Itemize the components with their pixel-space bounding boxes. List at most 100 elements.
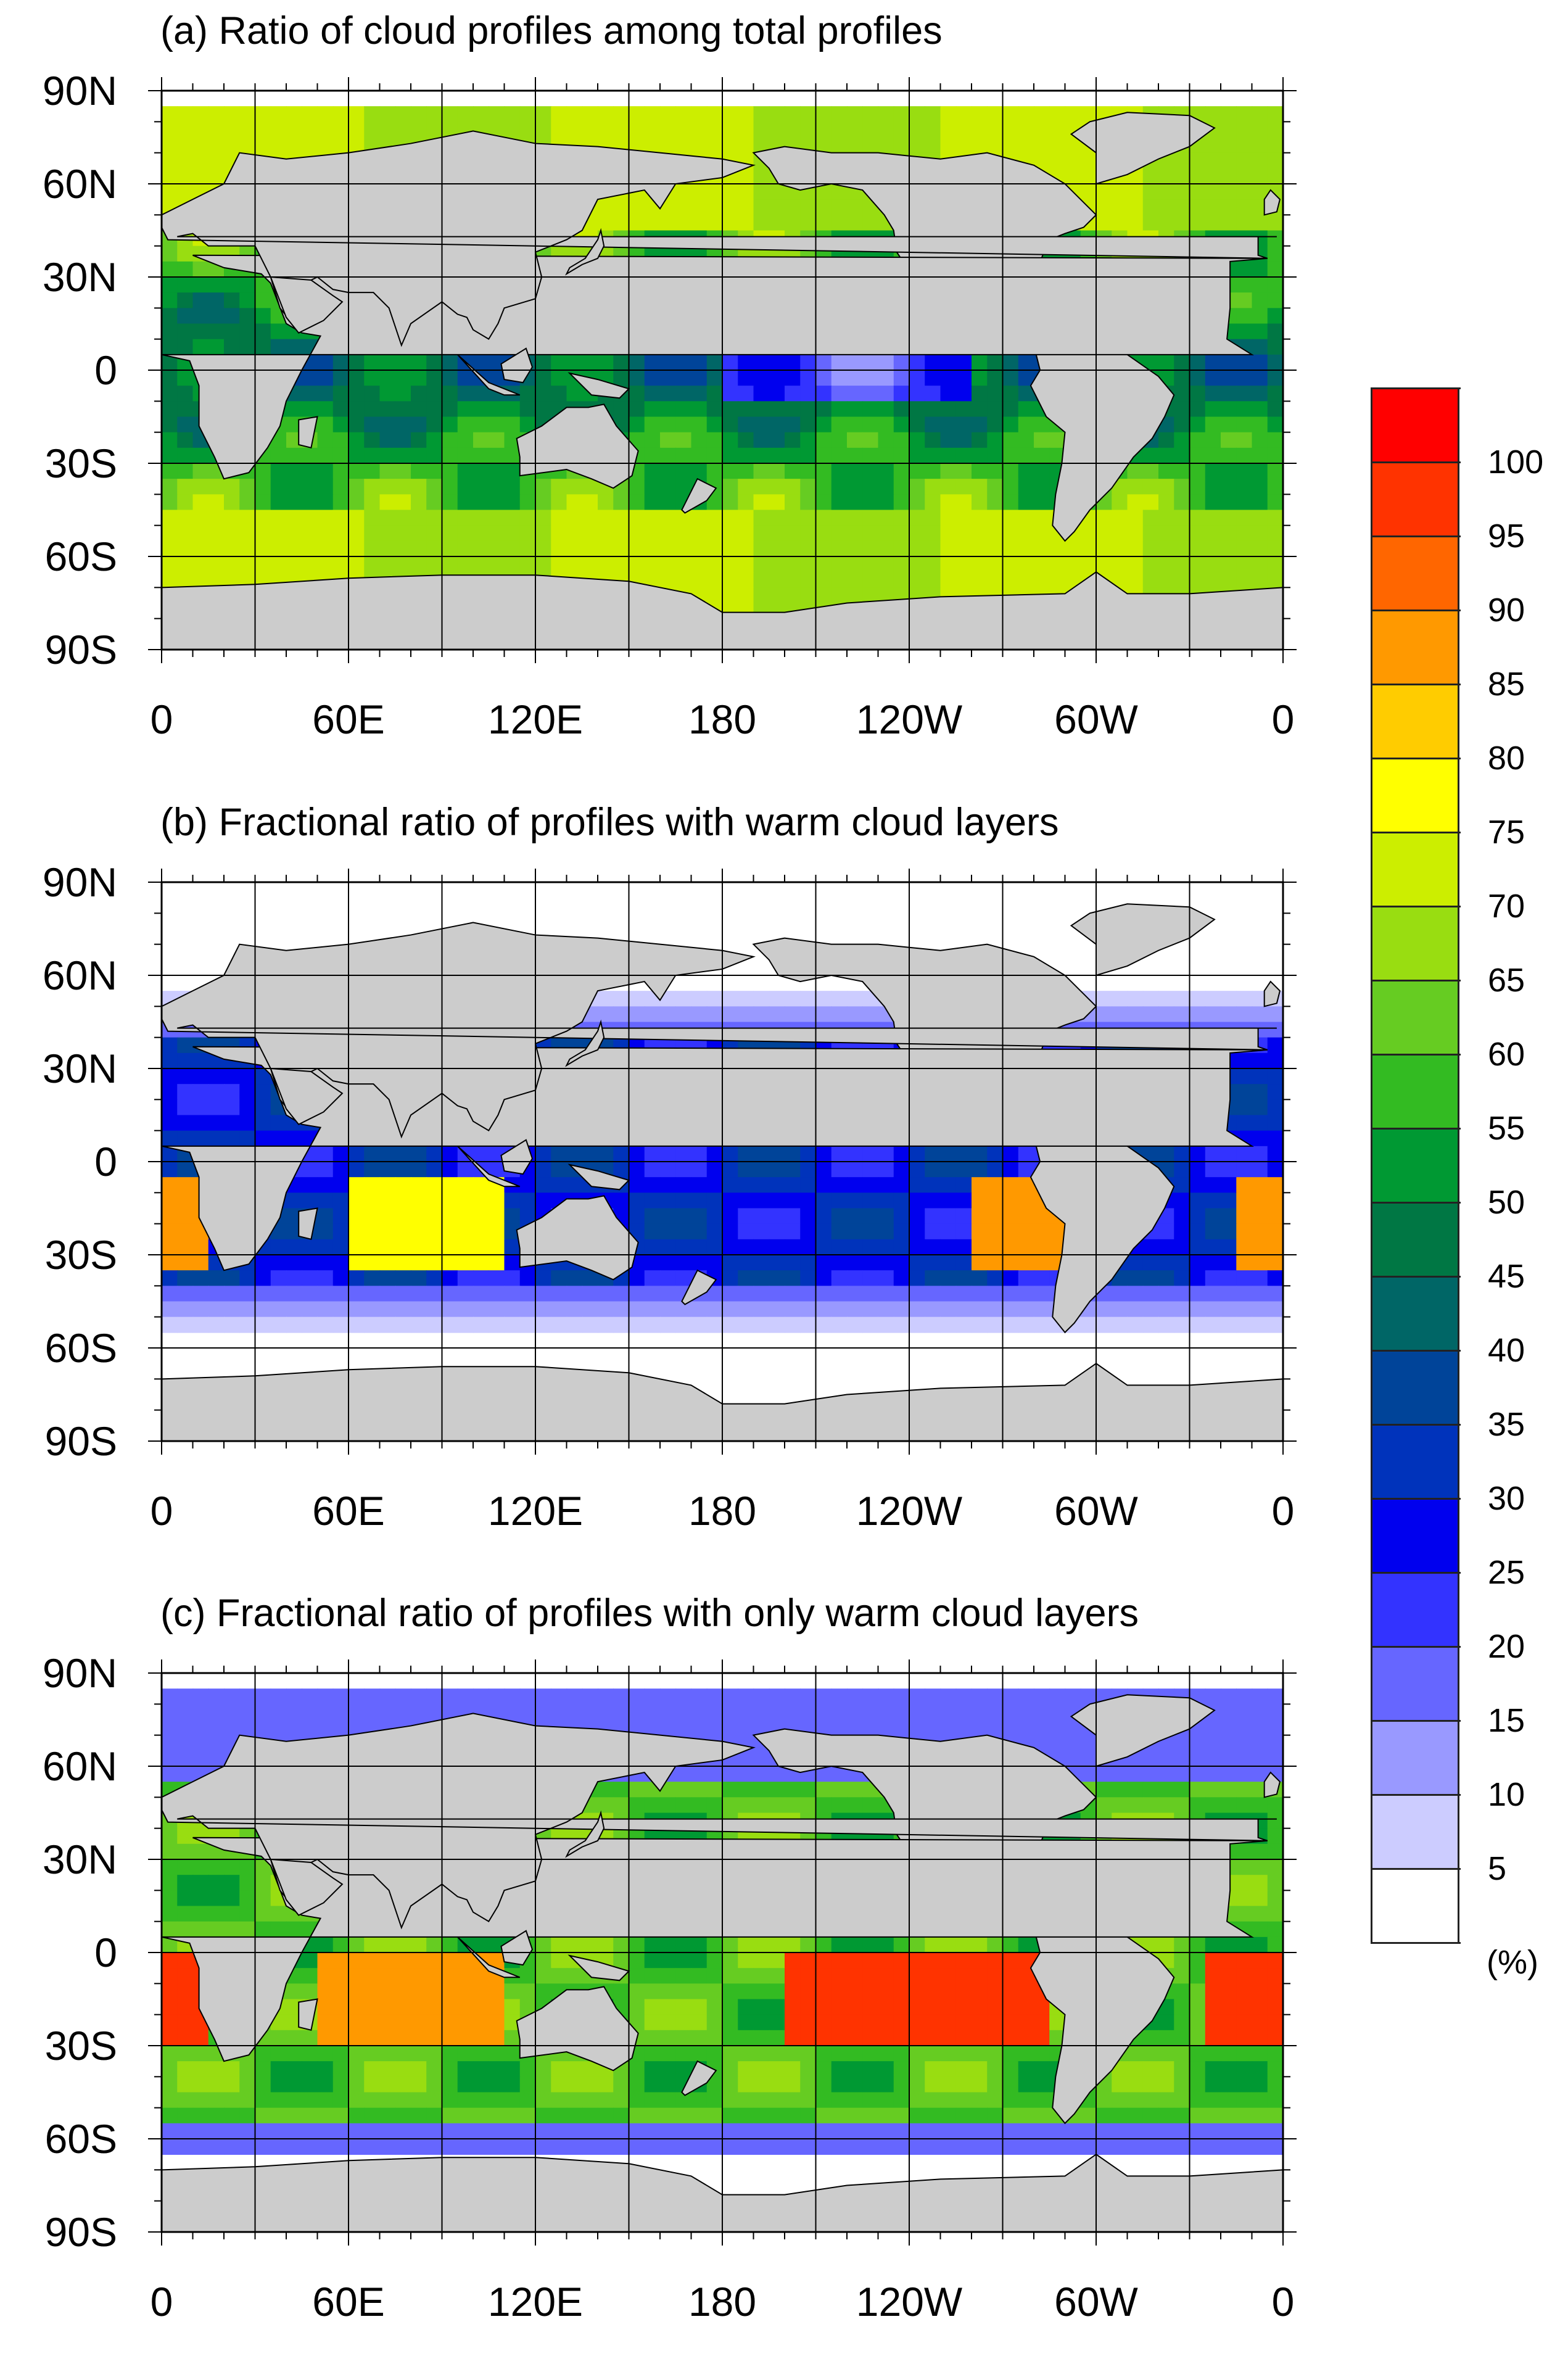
data-cell: [380, 355, 396, 371]
data-cell: [831, 1286, 848, 1302]
data-cell: [862, 494, 878, 510]
data-cell: [1174, 991, 1190, 1007]
data-cell: [551, 510, 567, 526]
data-cell: [1003, 1255, 1019, 1271]
data-cell: [1221, 1255, 1237, 1271]
data-cell: [271, 1302, 287, 1318]
data-cell: [255, 339, 271, 355]
data-cell: [1158, 1766, 1174, 1782]
data-cell: [364, 1302, 380, 1318]
data-cell: [239, 1099, 255, 1115]
data-cell: [489, 1688, 505, 1705]
data-cell: [286, 1192, 302, 1209]
data-cell: [1143, 168, 1159, 184]
data-cell: [878, 432, 894, 448]
data-cell: [177, 339, 193, 355]
data-cell: [1174, 1192, 1190, 1209]
data-cell: [816, 526, 832, 542]
data-cell: [987, 556, 1003, 572]
data-cell: [645, 417, 661, 433]
data-cell: [239, 1317, 255, 1333]
data-cell: [1221, 526, 1237, 542]
data-cell: [691, 432, 708, 448]
data-cell: [349, 1162, 365, 1178]
data-cell: [1221, 122, 1237, 138]
data-cell: [707, 1766, 723, 1782]
data-cell: [847, 370, 863, 386]
data-cell: [1034, 1224, 1050, 1240]
data-cell: [1268, 153, 1284, 169]
data-cell: [722, 138, 738, 154]
data-cell: [925, 122, 941, 138]
data-cell: [271, 1115, 287, 1131]
data-cell: [1205, 448, 1221, 464]
data-cell: [349, 432, 365, 448]
data-cell: [629, 122, 645, 138]
data-cell: [987, 463, 1003, 479]
data-cell: [738, 556, 754, 572]
data-cell: [754, 168, 770, 184]
data-cell: [1003, 401, 1019, 417]
data-cell: [364, 417, 380, 433]
data-cell: [769, 1782, 785, 1798]
data-cell: [1252, 1162, 1268, 1178]
data-cell: [722, 355, 738, 371]
data-cell: [660, 215, 676, 231]
data-cell: [224, 1720, 240, 1736]
data-cell: [1268, 1192, 1284, 1209]
data-cell: [395, 355, 411, 371]
data-cell: [489, 1302, 505, 1318]
data-cell: [318, 1146, 334, 1162]
data-cell: [645, 448, 661, 464]
data-cell: [738, 1688, 754, 1705]
data-cell: [318, 1270, 334, 1286]
data-cell: [193, 106, 209, 122]
data-cell: [1268, 339, 1284, 355]
data-cell: [1252, 370, 1268, 386]
data-cell: [505, 1270, 521, 1286]
data-cell: [987, 510, 1003, 526]
data-cell: [956, 510, 972, 526]
data-cell: [722, 1146, 738, 1162]
data-cell: [411, 432, 427, 448]
data-cell: [909, 417, 925, 433]
data-cell: [707, 1192, 723, 1209]
data-cell: [349, 1239, 365, 1255]
data-cell: [162, 572, 178, 588]
data-cell: [535, 1688, 551, 1705]
data-cell: [505, 463, 521, 479]
data-cell: [1190, 401, 1206, 417]
data-cell: [239, 494, 255, 510]
data-cell: [722, 1286, 738, 1302]
data-cell: [1268, 1239, 1284, 1255]
data-cell: [177, 1751, 193, 1767]
data-cell: [769, 1255, 785, 1271]
data-cell: [1128, 463, 1144, 479]
data-cell: [442, 355, 458, 371]
data-cell: [1143, 448, 1159, 464]
data-cell: [1158, 510, 1174, 526]
data-cell: [162, 1131, 178, 1147]
data-cell: [177, 262, 193, 278]
data-cell: [364, 1688, 380, 1705]
data-cell: [598, 199, 614, 215]
data-cell: [193, 1317, 209, 1333]
data-cell: [629, 1302, 645, 1318]
data-cell: [302, 463, 318, 479]
data-cell: [1268, 463, 1284, 479]
data-cell: [1221, 448, 1237, 464]
data-cell: [1268, 246, 1284, 262]
data-cell: [535, 1146, 551, 1162]
data-cell: [738, 1704, 754, 1720]
data-cell: [722, 1688, 738, 1705]
data-cell: [489, 1239, 505, 1255]
data-cell: [411, 1177, 427, 1193]
data-cell: [800, 106, 816, 122]
data-cell: [349, 417, 365, 433]
data-cell: [598, 510, 614, 526]
data-cell: [177, 1038, 193, 1054]
data-cell: [925, 1317, 941, 1333]
data-cell: [1221, 1270, 1237, 1286]
data-cell: [894, 1255, 910, 1271]
data-cell: [847, 1255, 863, 1271]
